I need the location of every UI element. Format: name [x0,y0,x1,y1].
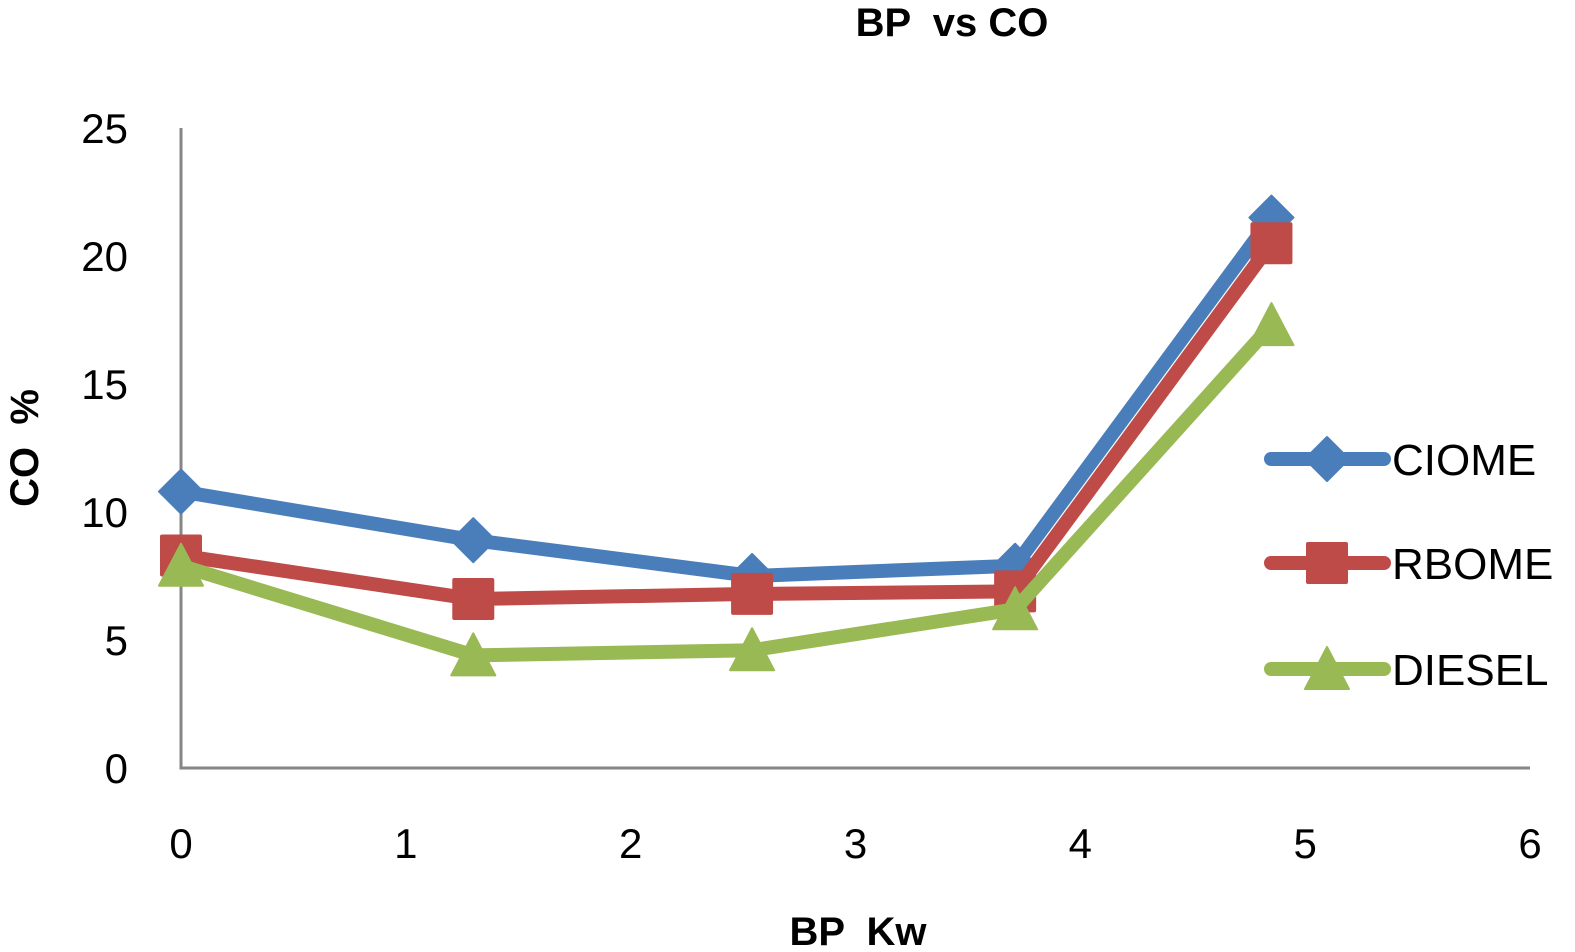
axes [179,128,1530,770]
y-tick-label: 15 [81,361,128,408]
x-tick-label: 3 [844,820,867,867]
legend-item-diesel: DIESEL [1264,646,1549,695]
data-point-diesel [1248,302,1295,347]
legend-item-ciome: CIOME [1264,436,1536,485]
series-line-rbome [174,236,1279,607]
chart-title: BP vs CO [856,1,1049,45]
y-tick-label: 0 [105,745,128,792]
data-point-diesel [158,542,204,587]
legend-label: CIOME [1392,436,1536,485]
x-tick-label: 5 [1293,820,1316,867]
data-point-diesel [992,586,1039,631]
data-point-ciome [450,517,497,564]
x-tick-label: 1 [394,820,417,867]
y-tick-label: 10 [81,489,128,536]
data-point-diesel [450,632,497,677]
legend-marker-square-icon [1306,542,1348,584]
series-rbome [160,222,1293,621]
y-tick-label: 5 [105,617,128,664]
series-ciome [158,194,1295,599]
series-line-ciome [174,210,1279,583]
y-tick-label: 25 [81,105,128,152]
x-tick-label: 4 [1069,820,1092,867]
y-axis-title: CO % [3,389,47,507]
legend: CIOME RBOME DIESEL [1264,436,1553,695]
data-point-rbome [1250,222,1293,265]
series-line-diesel [174,318,1279,663]
x-axis-title: BP Kw [789,910,927,952]
data-point-rbome [731,572,774,615]
data-point-rbome [452,578,495,621]
series-layer [158,194,1295,677]
y-tick-labels: 0 5 10 15 20 25 [81,105,128,792]
data-point-ciome [158,468,204,515]
data-point-diesel [729,627,776,672]
legend-label: DIESEL [1392,646,1549,695]
legend-item-rbome: RBOME [1264,540,1553,589]
x-tick-labels: 0 1 2 3 4 5 6 [169,820,1541,867]
x-tick-label: 6 [1518,820,1541,867]
x-tick-label: 2 [619,820,642,867]
y-tick-label: 20 [81,233,128,280]
legend-marker-diamond-icon [1304,436,1350,482]
x-tick-label: 0 [169,820,192,867]
legend-marker-triangle-icon [1304,646,1350,690]
legend-label: RBOME [1392,540,1553,589]
series-diesel [158,302,1295,677]
